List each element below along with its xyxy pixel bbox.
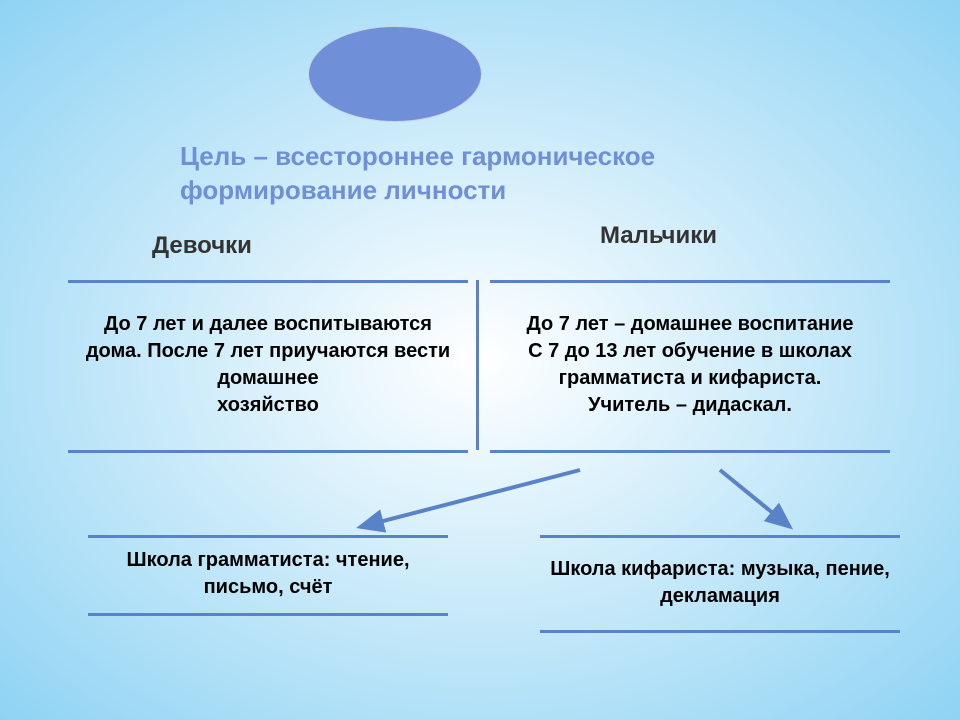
girls-box-bottom-line bbox=[68, 450, 468, 453]
girls-header: Девочки bbox=[152, 232, 252, 260]
grammar-box-top-line bbox=[88, 535, 448, 538]
boys-box: До 7 лет – домашнее воспитание С 7 до 13… bbox=[490, 280, 890, 450]
top-ellipse bbox=[308, 26, 482, 122]
kithara-box-text: Школа кифариста: музыка, пение, декламац… bbox=[540, 552, 900, 614]
boys-box-text: До 7 лет – домашнее воспитание С 7 до 13… bbox=[490, 307, 890, 423]
boys-header: Мальчики bbox=[600, 222, 717, 250]
center-divider bbox=[476, 280, 479, 450]
boys-box-top-line bbox=[490, 280, 890, 283]
slide-content: Цель – всестороннее гармоническое формир… bbox=[0, 0, 960, 720]
boys-box-bottom-line bbox=[490, 450, 890, 453]
grammar-box-text: Школа грамматиста: чтение, письмо, счёт bbox=[88, 543, 448, 605]
girls-box-text: До 7 лет и далее воспитываются дома. Пос… bbox=[68, 307, 468, 423]
main-title: Цель – всестороннее гармоническое формир… bbox=[180, 140, 820, 208]
girls-box-top-line bbox=[68, 280, 468, 283]
grammar-box-bottom-line bbox=[88, 613, 448, 616]
grammar-box: Школа грамматиста: чтение, письмо, счёт bbox=[88, 535, 448, 613]
kithara-box-top-line bbox=[540, 535, 900, 538]
kithara-box-bottom-line bbox=[540, 630, 900, 633]
kithara-box: Школа кифариста: музыка, пение, декламац… bbox=[540, 535, 900, 630]
girls-box: До 7 лет и далее воспитываются дома. Пос… bbox=[68, 280, 468, 450]
